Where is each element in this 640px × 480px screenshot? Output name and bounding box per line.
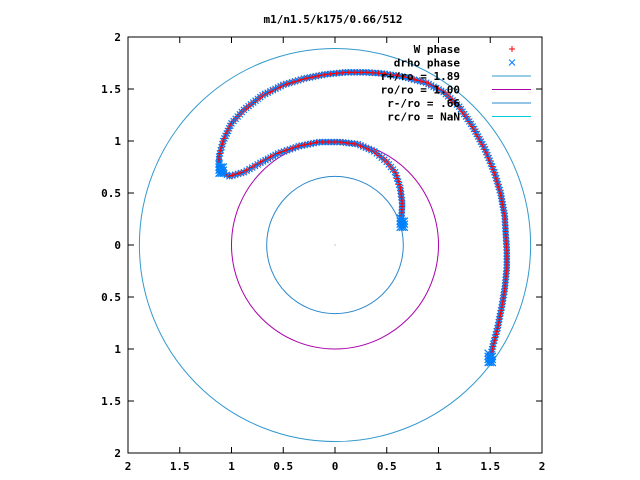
x-tick-label: 0 bbox=[332, 460, 339, 473]
drho-phase-point bbox=[396, 214, 405, 222]
y-tick-label: 0.5 bbox=[101, 291, 121, 304]
x-tick-label: 1.5 bbox=[480, 460, 500, 473]
axis-ticks: 2 1.5 1 0.5 0 0.5 1 1.5 221.510.500.511.52 bbox=[101, 31, 545, 473]
center-dot bbox=[334, 244, 336, 246]
phase-points bbox=[215, 68, 511, 367]
reference-circles bbox=[138, 47, 532, 443]
x-tick-label: 1 bbox=[228, 460, 235, 473]
y-tick-label: 2 bbox=[114, 447, 121, 460]
y-tick-label: 2 bbox=[114, 31, 121, 44]
x-tick-label: 0.5 bbox=[377, 460, 397, 473]
legend-label: ro/ro = 1.00 bbox=[381, 84, 460, 97]
legend-marker-plus bbox=[509, 46, 515, 52]
circle-4 bbox=[266, 175, 404, 315]
x-tick-label: 1.5 bbox=[170, 460, 190, 473]
drho-phase-point bbox=[484, 349, 493, 358]
y-tick-label: 0 bbox=[114, 239, 121, 252]
y-tick-label: 0.5 bbox=[101, 187, 121, 200]
x-tick-label: 0.5 bbox=[273, 460, 293, 473]
drho-phase-point bbox=[400, 217, 409, 226]
x-tick-label: 1 bbox=[435, 460, 442, 473]
legend-marker-cross bbox=[508, 59, 516, 66]
y-tick-label: 1.5 bbox=[101, 83, 121, 96]
legend-label: drho phase bbox=[394, 57, 461, 70]
x-tick-label: 2 bbox=[539, 460, 546, 473]
drho-phase-point bbox=[488, 352, 497, 361]
y-tick-label: 1.5 bbox=[101, 395, 121, 408]
legend-label: W phase bbox=[414, 43, 461, 56]
legend-label: r+/ro = 1.89 bbox=[381, 70, 460, 83]
chart-title: m1/n1.5/k175/0.66/512 bbox=[263, 13, 402, 26]
legend-label: rc/ro = NaN bbox=[387, 111, 460, 124]
legend-label: r-/ro = .66 bbox=[387, 97, 460, 110]
drho-phase-point bbox=[215, 159, 224, 168]
x-tick-label: 2 bbox=[125, 460, 132, 473]
circle-2 bbox=[138, 47, 532, 443]
y-tick-label: 1 bbox=[114, 343, 121, 356]
drho-phase-point bbox=[219, 163, 228, 171]
y-tick-label: 1 bbox=[114, 135, 121, 148]
